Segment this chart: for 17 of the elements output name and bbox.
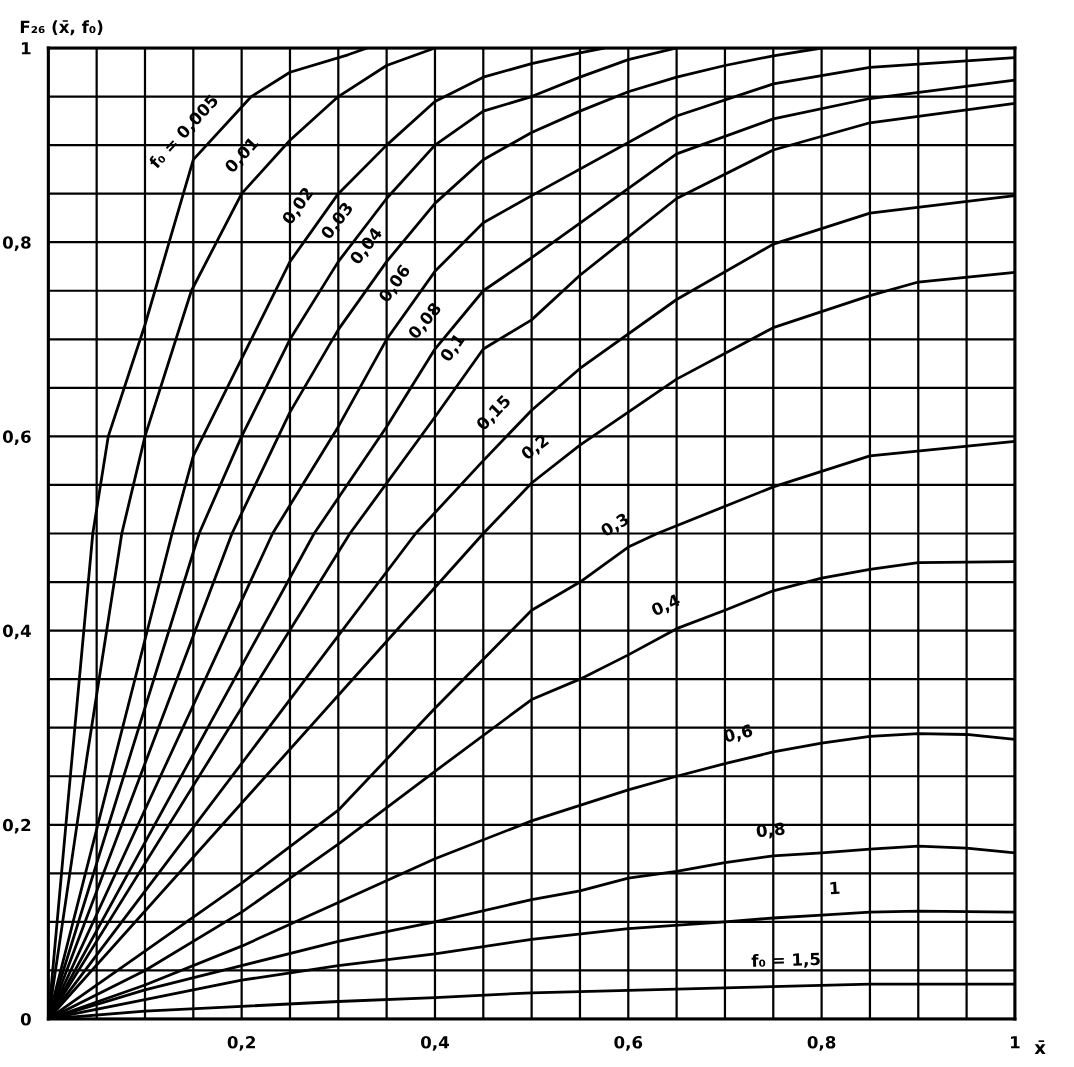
x-tick-label: 0,2 [227,1035,255,1051]
y-tick-label: 0,2 [2,818,31,834]
x-tick-label: 0,4 [421,1035,449,1051]
y-tick-label: 0,6 [2,430,31,446]
y-tick-label: 0 [20,1012,31,1026]
x-tick-label: 0,8 [807,1035,836,1051]
x-tick-label: 1 [1011,1036,1020,1049]
x-tick-label: 0,6 [614,1035,643,1051]
annotation: 0,4 [650,593,682,619]
x-axis-title: x̄ [1034,1040,1046,1055]
annotation: f₀ = 1,5 [751,952,820,970]
y-tick-label: 0,8 [2,236,31,251]
y-axis-title: F₂₆ (x̄, f₀) [20,20,103,36]
annotation: 0,3 [599,512,631,539]
y-tick-label: 0,4 [2,624,31,640]
annotation: 1 [830,881,840,895]
y-tick-label: 1 [21,42,31,55]
